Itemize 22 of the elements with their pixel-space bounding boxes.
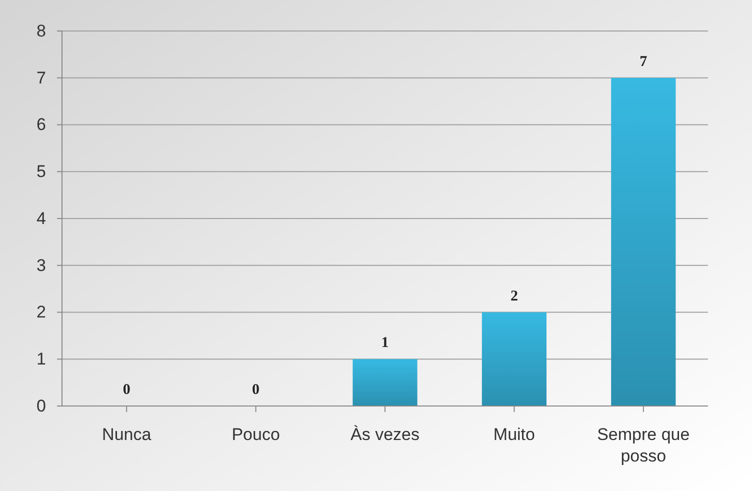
- x-tick-label: Sempre que posso: [597, 425, 690, 466]
- x-tick-label: Nunca: [102, 425, 152, 444]
- y-tick-label: 2: [36, 302, 46, 322]
- bar: [611, 78, 676, 406]
- y-tick-label: 4: [36, 208, 46, 228]
- y-tick-label: 7: [36, 68, 46, 88]
- data-label: 0: [252, 382, 260, 398]
- data-label: 2: [510, 288, 518, 304]
- y-tick-label: 5: [36, 162, 46, 182]
- y-tick-label: 3: [36, 256, 46, 275]
- data-label: 0: [122, 382, 130, 398]
- y-tick-label: 1: [36, 350, 46, 369]
- data-label: 1: [381, 335, 389, 352]
- x-tick-label: Às vezes: [350, 425, 420, 444]
- y-tick-label: 6: [36, 115, 46, 134]
- x-tick-label: Pouco: [232, 425, 280, 444]
- data-label: 7: [640, 54, 648, 70]
- bar: [352, 359, 418, 406]
- bar: [482, 312, 546, 406]
- y-tick-label: 0: [36, 396, 46, 416]
- x-tick-label: Muito: [493, 425, 535, 444]
- y-tick-label: 8: [36, 21, 46, 40]
